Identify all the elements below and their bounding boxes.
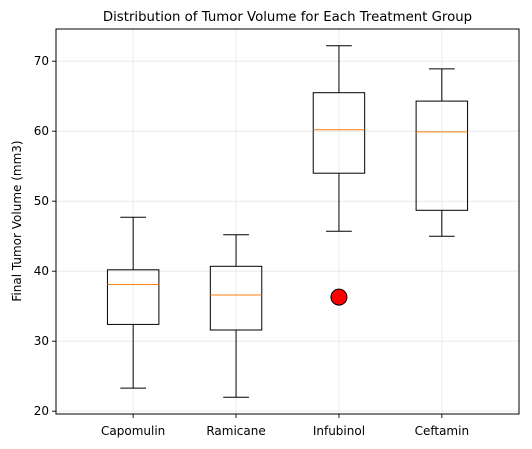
iqr-box: [209, 265, 263, 331]
grid-layer: [56, 29, 519, 414]
y-axis-label: Final Tumor Volume (mm3): [10, 140, 24, 301]
iqr-box: [312, 92, 366, 174]
marks-layer: [106, 45, 469, 398]
outlier-point: [330, 288, 348, 306]
box-group-ceftamin: [415, 68, 469, 237]
plot-frame: [55, 28, 520, 415]
iqr-box: [415, 100, 469, 211]
box-group-infubinol: [312, 45, 366, 306]
box-group-ramicane: [209, 234, 263, 398]
y-tick-label: 30: [34, 334, 49, 348]
y-tick-label: 40: [34, 264, 49, 278]
chart-title: Distribution of Tumor Volume for Each Tr…: [103, 10, 472, 25]
y-tick-label: 60: [34, 124, 49, 138]
y-tick-label: 50: [34, 194, 49, 208]
y-tick-label: 70: [34, 54, 49, 68]
axis-layer: 20 30 40 50 60 70 Capomulin Ramicane Infubinol Ce…: [34, 54, 469, 438]
x-tick-label-capomulin: Capomulin: [101, 424, 165, 438]
x-tick-label-ramicane: Ramicane: [206, 424, 265, 438]
y-tick-label: 20: [34, 404, 49, 418]
x-tick-label-infubinol: Infubinol: [313, 424, 365, 438]
box-group-capomulin: [106, 216, 160, 389]
x-tick-label-ceftamin: Ceftamin: [415, 424, 469, 438]
iqr-box: [106, 269, 160, 325]
